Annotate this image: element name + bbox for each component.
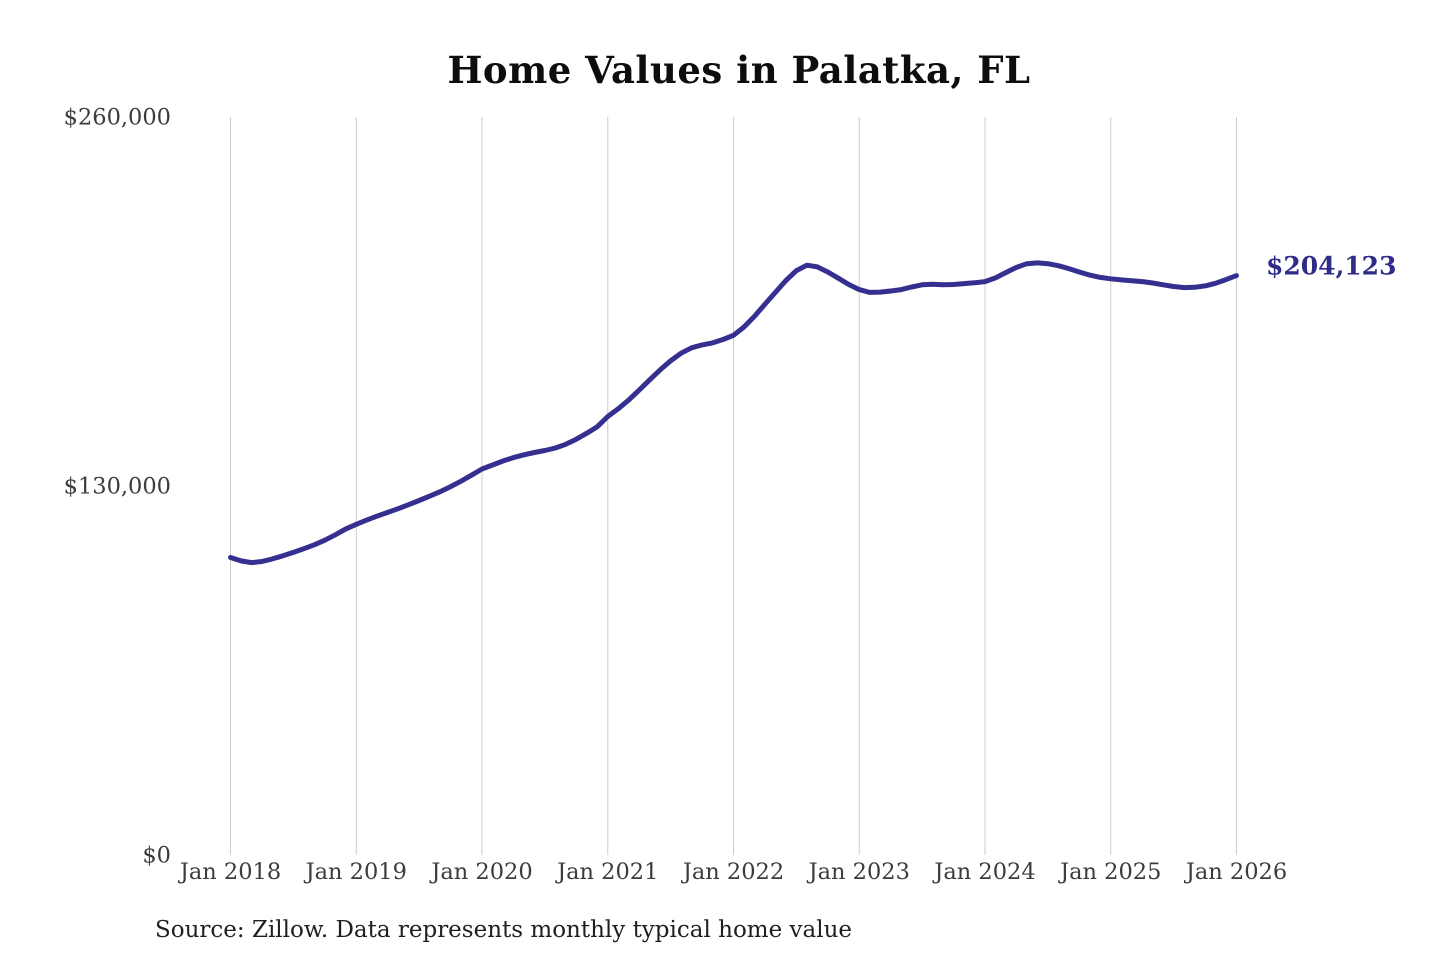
x-tick-label: Jan 2020 xyxy=(429,859,532,885)
x-tick-label: Jan 2026 xyxy=(1184,859,1287,885)
y-tick-label: $260,000 xyxy=(64,105,171,131)
x-tick-label: Jan 2018 xyxy=(178,859,281,885)
home-value-line xyxy=(228,260,1239,566)
y-tick-label: $130,000 xyxy=(64,474,171,500)
source-note: Source: Zillow. Data represents monthly … xyxy=(155,917,853,943)
x-tick-label: Jan 2021 xyxy=(555,859,658,885)
y-tick-label: $0 xyxy=(142,843,171,869)
x-tick-label: Jan 2025 xyxy=(1058,859,1161,885)
chart-title: Home Values in Palatka, FL xyxy=(447,48,1031,92)
x-tick-label: Jan 2019 xyxy=(304,859,407,885)
x-tick-label: Jan 2023 xyxy=(807,859,910,885)
end-value-label: $204,123 xyxy=(1266,252,1396,281)
x-tick-label: Jan 2022 xyxy=(681,859,784,885)
x-tick-label: Jan 2024 xyxy=(932,859,1035,885)
